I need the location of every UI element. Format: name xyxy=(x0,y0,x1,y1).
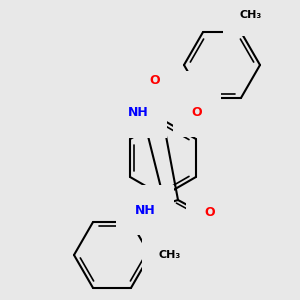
Text: CH₃: CH₃ xyxy=(159,250,181,260)
Text: CH₃: CH₃ xyxy=(240,10,262,20)
Text: O: O xyxy=(205,206,215,220)
Text: O: O xyxy=(192,106,202,118)
Text: O: O xyxy=(150,74,160,86)
Text: NH: NH xyxy=(128,106,148,119)
Text: NH: NH xyxy=(135,203,155,217)
Text: S: S xyxy=(173,89,182,103)
